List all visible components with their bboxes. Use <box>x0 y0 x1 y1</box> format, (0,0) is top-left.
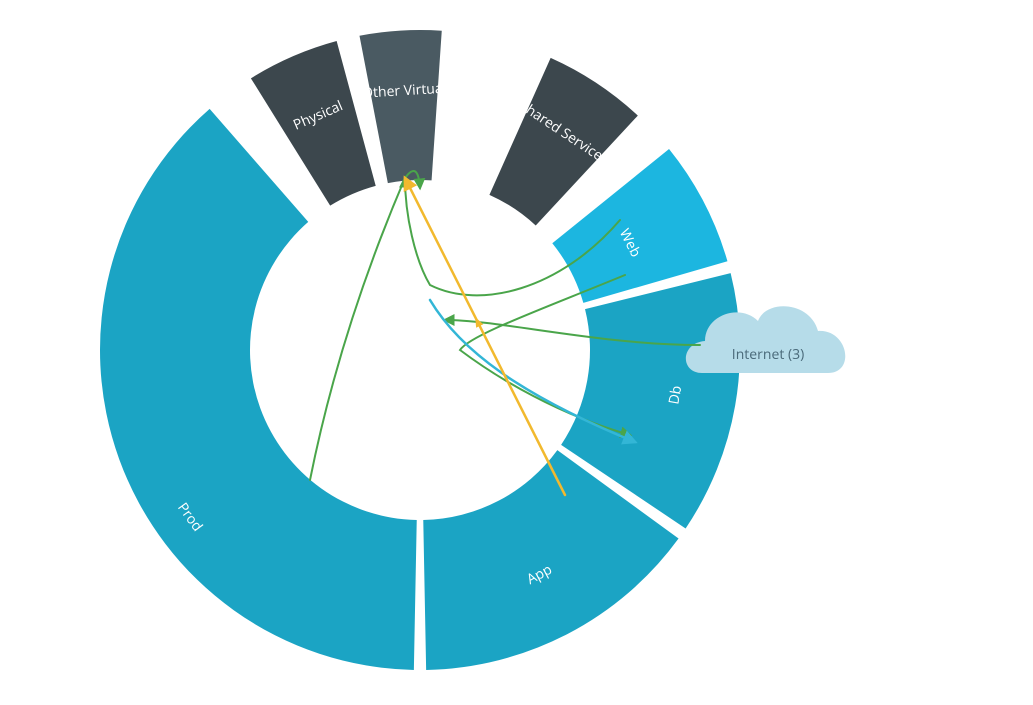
segment-prod[interactable] <box>100 109 417 670</box>
cloud-label: Internet (3) <box>732 345 804 364</box>
network-diagram: Internet (3) ProdAppDbWebShared Services… <box>0 0 1033 705</box>
ring-segments <box>100 30 740 670</box>
segment-label-db: Db <box>664 384 686 406</box>
segment-other[interactable] <box>359 30 441 183</box>
flow-app-prod <box>310 171 420 480</box>
flow-web-prod <box>405 178 565 495</box>
